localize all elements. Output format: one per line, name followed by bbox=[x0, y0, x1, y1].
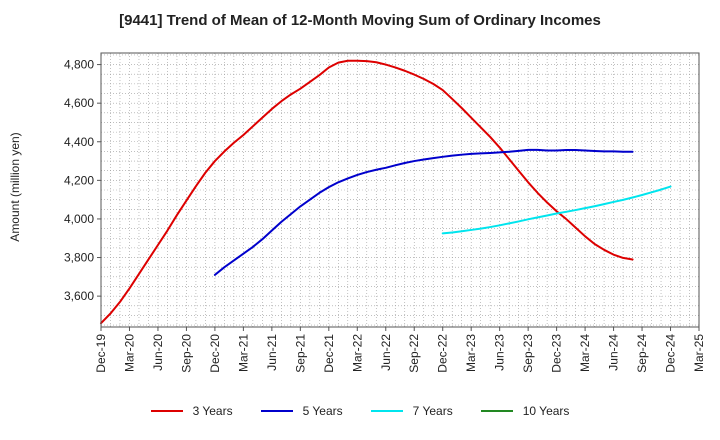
x-tick-label: Jun-22 bbox=[379, 334, 393, 371]
series-line-7-years bbox=[441, 185, 672, 235]
x-tick-label: Dec-22 bbox=[436, 334, 450, 373]
x-tick-label: Jun-20 bbox=[151, 334, 165, 371]
legend-item-3-years: 3 Years bbox=[150, 404, 233, 418]
x-tick-label: Dec-24 bbox=[664, 334, 678, 373]
legend-swatch-3-years bbox=[150, 410, 183, 412]
legend-item-10-years: 10 Years bbox=[480, 404, 570, 418]
x-tick-label: Mar-25 bbox=[692, 334, 706, 372]
x-tick-label: Dec-23 bbox=[550, 334, 564, 373]
legend-swatch-10-years bbox=[480, 410, 513, 412]
y-tick-label: 3,600 bbox=[64, 289, 94, 303]
legend-swatch-7-years bbox=[370, 410, 403, 412]
y-tick-label: 4,000 bbox=[64, 212, 94, 226]
x-tick-label: Jun-23 bbox=[493, 334, 507, 371]
y-tick-label: 4,200 bbox=[64, 173, 94, 187]
x-tick-label: Jun-24 bbox=[607, 334, 621, 371]
legend-label-7-years: 7 Years bbox=[412, 404, 453, 418]
plot-area-frame bbox=[100, 52, 700, 328]
legend-item-7-years: 7 Years bbox=[370, 404, 453, 418]
line-chart: 3,600 3,800 4,000 4,200 4,400 4,600 4,800 Dec-… bbox=[64, 52, 706, 373]
x-tick-label: Dec-21 bbox=[322, 334, 336, 373]
x-tick-label: Mar-21 bbox=[236, 334, 250, 372]
legend: 3 Years 5 Years 7 Years 10 Years bbox=[0, 404, 720, 418]
legend-item-5-years: 5 Years bbox=[260, 404, 343, 418]
x-tick-label: Jun-21 bbox=[265, 334, 279, 371]
legend-label-10-years: 10 Years bbox=[522, 404, 570, 418]
chart-title: [9441] Trend of Mean of 12-Month Moving … bbox=[119, 12, 601, 29]
x-tick-label: Sep-23 bbox=[521, 334, 535, 373]
y-tick-label: 4,400 bbox=[64, 135, 94, 149]
legend-label-3-years: 3 Years bbox=[192, 404, 233, 418]
x-tick-label: Mar-23 bbox=[464, 334, 478, 372]
x-tick-label: Dec-19 bbox=[94, 334, 108, 373]
y-tick-label: 4,600 bbox=[64, 96, 94, 110]
x-tick-label: Sep-21 bbox=[293, 334, 307, 373]
x-tick-label: Dec-20 bbox=[208, 334, 222, 373]
legend-swatch-5-years bbox=[260, 410, 293, 412]
y-tick-label: 3,800 bbox=[64, 251, 94, 265]
series-line-5-years bbox=[213, 148, 634, 276]
x-tick-label: Sep-20 bbox=[179, 334, 193, 373]
x-tick-label: Sep-22 bbox=[407, 334, 421, 373]
x-tick-label: Mar-20 bbox=[122, 334, 136, 372]
x-tick-label: Sep-24 bbox=[635, 334, 649, 373]
legend-label-5-years: 5 Years bbox=[302, 404, 343, 418]
series-line-3-years bbox=[100, 59, 634, 325]
y-tick-label: 4,800 bbox=[64, 58, 94, 72]
x-tick-label: Mar-24 bbox=[578, 334, 592, 372]
x-tick-label: Mar-22 bbox=[350, 334, 364, 372]
